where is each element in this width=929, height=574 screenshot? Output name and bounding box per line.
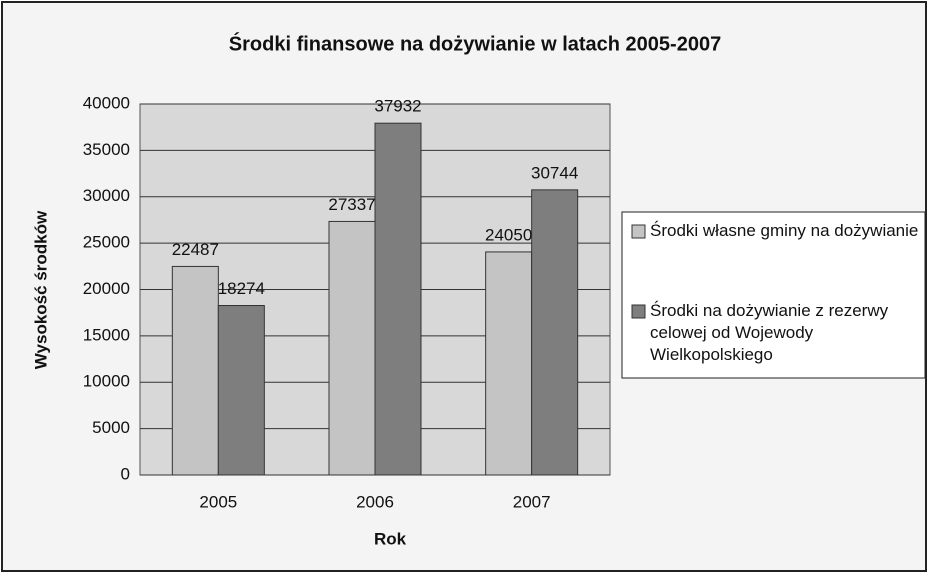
bar <box>217 305 265 476</box>
legend-entry: Środki własne gminy na dożywianie <box>650 221 919 240</box>
value-label: 37932 <box>374 97 421 116</box>
value-label: 22487 <box>172 240 219 259</box>
legend-entry: Środki na dożywianie z rezerwy celowej o… <box>650 301 889 364</box>
y-tick-label: 40000 <box>83 93 130 112</box>
legend-swatch <box>631 224 646 239</box>
y-tick-label: 20000 <box>83 279 130 298</box>
bar <box>485 251 533 476</box>
bar <box>171 265 219 476</box>
bar <box>531 189 579 476</box>
x-tick-label: 2005 <box>199 492 237 511</box>
y-tick-label: 5000 <box>92 418 130 437</box>
legend-label: Środki własne gminy na dożywianie <box>650 221 919 240</box>
y-tick-label: 25000 <box>83 233 130 252</box>
x-tick-label: 2006 <box>356 492 394 511</box>
y-tick-label: 15000 <box>83 325 130 344</box>
legend-swatch <box>631 304 646 319</box>
y-tick-label: 30000 <box>83 186 130 205</box>
chart-title: Środki finansowe na dożywianie w latach … <box>229 31 721 55</box>
x-tick-label: 2007 <box>513 492 551 511</box>
y-tick-label: 0 <box>121 464 130 483</box>
bar <box>374 122 422 476</box>
value-label: 27337 <box>328 195 375 214</box>
y-tick-label: 10000 <box>83 372 130 391</box>
value-label: 30744 <box>531 163 578 182</box>
x-axis-title: Rok <box>374 529 407 548</box>
y-axis-title: Wysokość środków <box>31 210 50 369</box>
bar <box>328 220 376 476</box>
value-label: 18274 <box>218 279 265 298</box>
legend <box>621 211 926 379</box>
y-tick-label: 35000 <box>83 140 130 159</box>
legend-label: Środki na dożywianie z rezerwy celowej o… <box>650 301 889 364</box>
value-label: 24050 <box>485 225 532 244</box>
